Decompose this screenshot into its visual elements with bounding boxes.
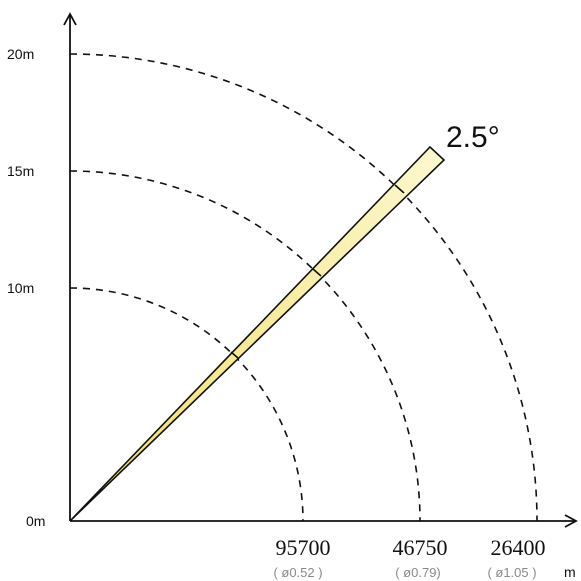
y-label-15m: 15m: [7, 163, 34, 179]
lux-20m: 26400: [491, 535, 546, 560]
beam-angle-label: 2.5°: [446, 121, 500, 154]
beam-marker-10m: [230, 351, 239, 359]
diameter-15m: ( ø0.79): [395, 565, 441, 580]
diameter-10m: ( ø0.52 ): [273, 565, 322, 580]
beam-marker-15m: [312, 268, 322, 277]
unit-label: m: [564, 564, 576, 580]
lux-10m: 95700: [276, 535, 331, 560]
lux-15m: 46750: [393, 535, 448, 560]
diameter-20m: ( ø1.05 ): [487, 565, 536, 580]
y-label-0m: 0m: [26, 513, 45, 529]
y-label-20m: 20m: [7, 46, 34, 62]
y-label-10m: 10m: [7, 280, 34, 296]
beam-marker-20m: [394, 184, 405, 194]
beam-cone: [69, 145, 446, 522]
